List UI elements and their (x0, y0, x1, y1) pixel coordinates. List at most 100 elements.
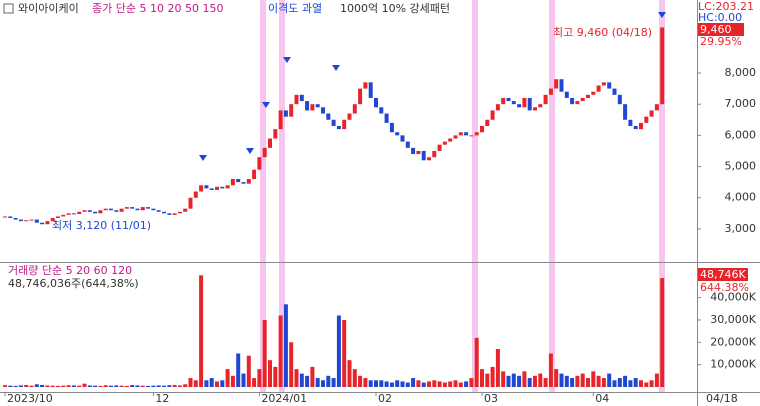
volume-bar (8, 385, 13, 387)
volume-bar (453, 380, 458, 387)
candle (639, 122, 643, 130)
candle (289, 104, 294, 117)
volume-bar (299, 373, 304, 387)
candle (411, 147, 416, 155)
candle (140, 207, 145, 211)
candle (352, 104, 357, 114)
volume-bar (82, 383, 87, 387)
candle (554, 79, 559, 89)
signal-arrow (262, 102, 270, 108)
last-change-label: 29.95% (700, 35, 742, 48)
volume-bar (564, 375, 569, 387)
candle (135, 208, 140, 211)
volume-bar (246, 355, 251, 387)
volume-bar (448, 381, 453, 387)
candle (384, 113, 389, 123)
candle (495, 104, 500, 111)
volume-bar (241, 373, 246, 387)
candle (442, 141, 447, 145)
volume-bar (506, 375, 511, 387)
volume-bar (130, 384, 135, 387)
volume-bar (98, 385, 103, 387)
candle (188, 197, 193, 209)
candle (527, 97, 532, 111)
candle (252, 169, 257, 180)
volume-bar (230, 375, 235, 387)
candle (405, 141, 410, 148)
volume-bar (612, 380, 617, 387)
volume-bar (119, 385, 124, 387)
volume-bar (543, 378, 548, 387)
volume-bar (310, 366, 315, 387)
volume-bar (522, 371, 527, 387)
volume-bar (517, 375, 522, 387)
last-price-label: 9,460 (700, 23, 732, 36)
candle (575, 101, 580, 105)
volume-bar (262, 319, 267, 387)
y-tick-label: 30,000K (710, 313, 756, 326)
candle (580, 97, 585, 102)
volume-bar (87, 385, 92, 387)
candle (61, 214, 66, 217)
signal-arrow (246, 148, 254, 154)
signal-bands (260, 0, 665, 392)
y-tick-label: 8,000 (725, 66, 757, 79)
volume-bar (368, 380, 373, 387)
candle (464, 132, 469, 136)
signal-arrow (199, 155, 207, 161)
last-volume-ratio: 644.38% (700, 281, 749, 294)
y-tick-label: 5,000 (725, 160, 757, 173)
volume-bar (601, 378, 606, 387)
candle (315, 104, 320, 108)
candle (246, 179, 251, 184)
volume-bar (294, 369, 299, 387)
volume-bar (156, 385, 161, 387)
candle (109, 208, 113, 211)
candle (193, 191, 198, 198)
volume-bar (591, 371, 596, 387)
volume-bar (548, 353, 553, 387)
candle (570, 97, 575, 105)
candle (395, 132, 400, 136)
candle (98, 210, 103, 214)
volume-bar (633, 378, 638, 387)
candle (522, 97, 527, 108)
volume-bar (257, 369, 262, 387)
volume-bar (103, 385, 108, 387)
candle (156, 210, 161, 212)
candle (389, 122, 394, 133)
high-annotation: 최고 9,460 (04/18) (553, 26, 652, 39)
candle (225, 185, 230, 189)
candle (299, 94, 304, 102)
toggle-box[interactable] (3, 3, 14, 14)
candle (294, 94, 299, 105)
volume-bar (511, 373, 516, 387)
volume-bar (135, 385, 140, 387)
pattern-legend: 1000억 10% 강세패턴 (340, 2, 450, 15)
volume-bar (411, 378, 416, 387)
volume-bar (416, 380, 421, 387)
volume-bar (283, 304, 288, 387)
volume-tag (698, 268, 748, 281)
volume-bar (649, 380, 654, 387)
candle (591, 91, 596, 95)
candle (3, 216, 7, 218)
candle (660, 27, 665, 105)
candle (596, 85, 601, 92)
volume-bar (374, 380, 378, 387)
candle (8, 216, 13, 219)
candle (363, 82, 368, 89)
candle (40, 222, 45, 225)
candle (151, 208, 156, 211)
y-tick-label: 7,000 (725, 97, 757, 110)
price-tag (698, 23, 744, 36)
x-tick-label: 02 (378, 392, 392, 405)
candle (368, 82, 373, 98)
candle (601, 82, 606, 86)
volume-bar (220, 380, 225, 387)
candle (283, 110, 288, 117)
volume-bar (575, 375, 580, 387)
volume-bar (162, 385, 166, 387)
candle (241, 182, 246, 184)
